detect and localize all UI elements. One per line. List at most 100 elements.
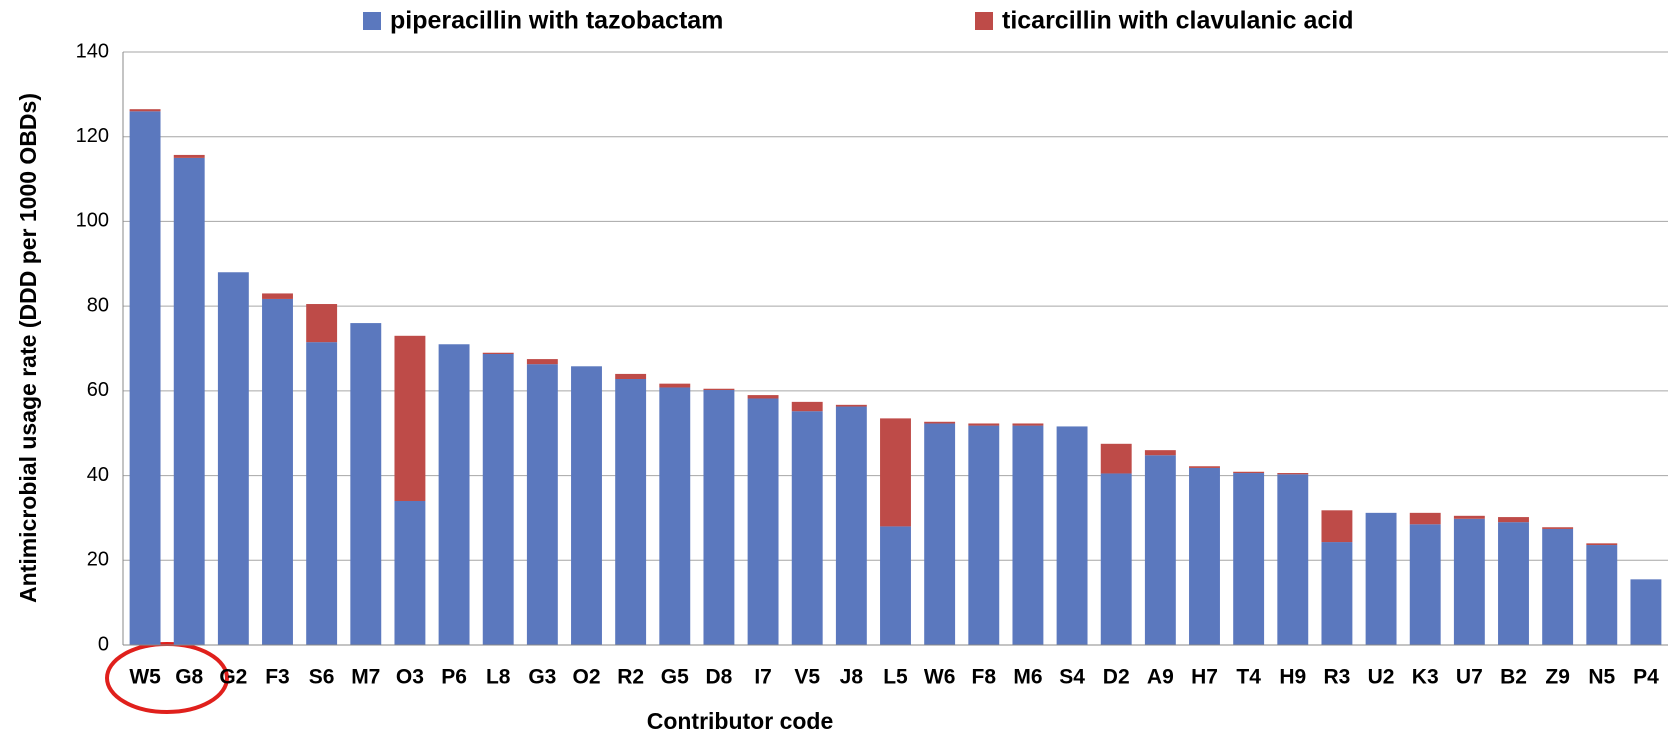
- bar-segment: [1542, 527, 1574, 529]
- bar-segment: [173, 157, 205, 645]
- x-tick-label: N5: [1588, 666, 1615, 689]
- bar-segment: [747, 398, 779, 645]
- bar-segment: [1498, 517, 1529, 523]
- bar-segment: [1012, 423, 1044, 426]
- bar-segment: [1056, 426, 1088, 645]
- y-tick-label: 80: [87, 294, 109, 316]
- x-tick-label: F3: [265, 666, 290, 689]
- x-tick-label: F8: [972, 666, 997, 689]
- highlight-circle: [105, 642, 229, 714]
- x-tick-label: W6: [924, 666, 956, 689]
- x-tick-label: B2: [1500, 666, 1527, 689]
- legend-label: piperacillin with tazobactam: [390, 7, 723, 35]
- bar-segment: [350, 323, 382, 645]
- bar-segment: [1365, 512, 1397, 645]
- bar-segment: [659, 383, 691, 388]
- bar-segment: [1233, 473, 1265, 645]
- x-tick-label: H9: [1279, 666, 1306, 689]
- bar-segment: [1189, 467, 1220, 645]
- bar-segment: [1100, 473, 1132, 645]
- bar-segment: [1277, 474, 1309, 645]
- bar-segment: [1586, 545, 1618, 645]
- bar-segment: [747, 395, 779, 399]
- bar-segment: [262, 293, 293, 299]
- x-tick-label: S4: [1059, 666, 1085, 689]
- y-axis-label: Antimicrobial usage rate (DDD per 1000 O…: [15, 93, 41, 603]
- x-tick-label: G2: [219, 666, 247, 689]
- legend-swatch: [975, 12, 993, 30]
- bar-segment: [968, 423, 1000, 426]
- x-tick-label: Z9: [1545, 666, 1570, 689]
- bar-segment: [924, 423, 956, 645]
- bar-segment: [1586, 543, 1618, 546]
- bar-segment: [924, 421, 956, 424]
- x-tick-label: T4: [1236, 666, 1261, 689]
- bar-segment: [1498, 522, 1529, 645]
- x-tick-label: M7: [351, 666, 380, 689]
- x-tick-label: O2: [572, 666, 600, 689]
- bar-segment: [306, 342, 338, 645]
- bar-segment: [1409, 524, 1441, 645]
- bar-segment: [1144, 455, 1176, 645]
- bar-segment: [880, 418, 911, 527]
- bar-segment: [1453, 515, 1485, 519]
- x-tick-label: P4: [1633, 666, 1659, 689]
- bar-segment: [968, 425, 1000, 645]
- bar-segment: [615, 378, 647, 645]
- bar-segment: [129, 111, 161, 646]
- x-tick-label: H7: [1191, 666, 1218, 689]
- x-tick-label: V5: [794, 666, 820, 689]
- x-tick-label: R3: [1323, 666, 1350, 689]
- bar-segment: [615, 373, 647, 379]
- x-tick-label: L8: [486, 666, 511, 689]
- bar-segment: [438, 344, 470, 645]
- bar-segment: [1277, 473, 1309, 475]
- bar-segment: [1144, 450, 1176, 456]
- bar-segment: [703, 390, 735, 645]
- x-tick-label: L5: [883, 666, 908, 689]
- bar-segment: [482, 354, 514, 645]
- x-tick-label: W5: [129, 666, 161, 689]
- bar-segment: [791, 411, 823, 645]
- legend-label: ticarcillin with clavulanic acid: [1002, 7, 1354, 35]
- bar-segment: [835, 406, 867, 645]
- bar-segment: [217, 272, 249, 645]
- x-tick-label: M6: [1013, 666, 1042, 689]
- bar-segment: [173, 154, 205, 158]
- x-tick-label: A9: [1147, 666, 1174, 689]
- x-tick-label: P6: [441, 666, 467, 689]
- bar-segment: [703, 388, 735, 391]
- y-tick-label: 100: [76, 210, 109, 232]
- bar-segment: [835, 404, 867, 407]
- bar-segment: [571, 366, 602, 645]
- bar-segment: [526, 364, 558, 645]
- bar-segment: [482, 352, 514, 355]
- bar-segment: [129, 109, 161, 112]
- x-tick-label: R2: [617, 666, 644, 689]
- bar-segment: [1189, 466, 1220, 468]
- bar-segment: [1100, 443, 1132, 474]
- bar-segment: [1012, 425, 1044, 645]
- x-tick-label: O3: [396, 666, 424, 689]
- bar-segment: [1321, 510, 1353, 543]
- x-tick-label: U7: [1456, 666, 1483, 689]
- x-tick-label: G3: [528, 666, 556, 689]
- legend-swatch: [363, 12, 381, 30]
- bar-segment: [1453, 518, 1485, 645]
- y-tick-label: 40: [87, 464, 109, 486]
- bar-segment: [659, 387, 691, 645]
- x-tick-label: J8: [840, 666, 864, 689]
- bar-segment: [1233, 471, 1265, 474]
- x-tick-label: U2: [1368, 666, 1395, 689]
- bar-segment: [1409, 512, 1441, 525]
- bar-segment: [394, 500, 426, 645]
- bar-segment: [1542, 528, 1574, 645]
- bar-segment: [526, 359, 558, 365]
- x-tick-label: K3: [1412, 666, 1439, 689]
- x-axis-label: Contributor code: [647, 708, 834, 734]
- x-tick-label: D2: [1103, 666, 1130, 689]
- bar-segment: [262, 298, 293, 645]
- x-tick-label: D8: [705, 666, 732, 689]
- y-tick-label: 60: [87, 379, 109, 401]
